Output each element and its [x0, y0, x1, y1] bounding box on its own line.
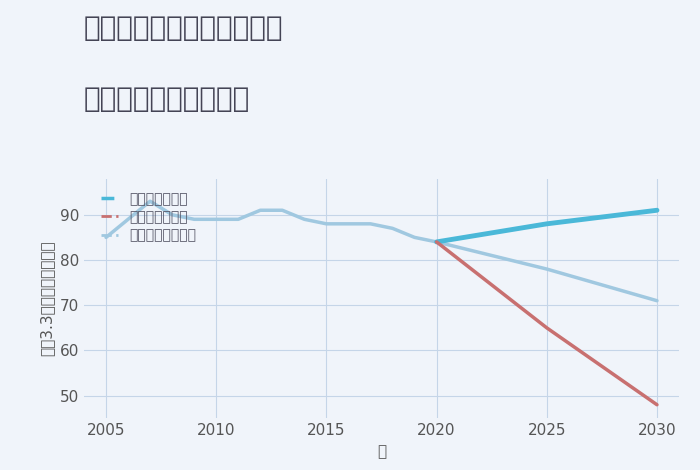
- X-axis label: 年: 年: [377, 444, 386, 459]
- Text: 兵庫県姫路市安富町末広の: 兵庫県姫路市安富町末広の: [84, 14, 284, 42]
- Legend: グッドシナリオ, バッドシナリオ, ノーマルシナリオ: グッドシナリオ, バッドシナリオ, ノーマルシナリオ: [97, 188, 200, 247]
- Text: 中古戸建ての価格推移: 中古戸建ての価格推移: [84, 85, 251, 113]
- Y-axis label: 坪（3.3㎡）単価（万円）: 坪（3.3㎡）単価（万円）: [39, 241, 54, 356]
